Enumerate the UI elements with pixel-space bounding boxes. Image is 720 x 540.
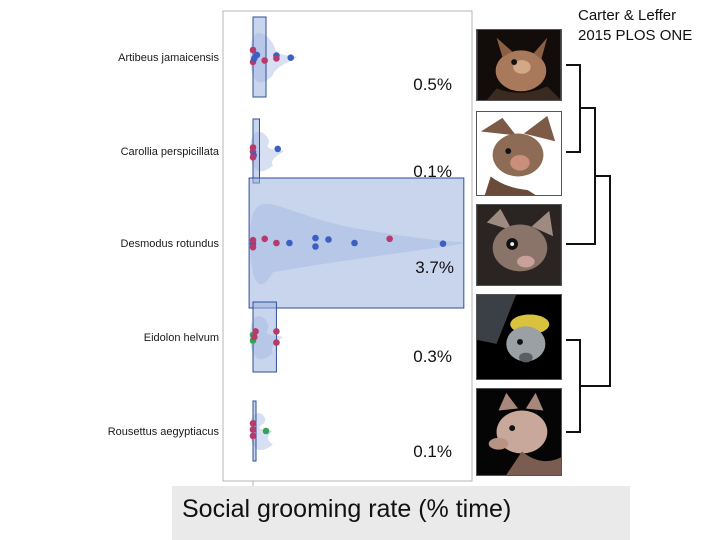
citation: Carter & Leffer 2015 PLOS ONE: [578, 6, 718, 46]
point-desmodus-rotundus-4: [273, 239, 280, 247]
point-desmodus-rotundus-5: [286, 239, 293, 247]
point-artibeus-jamaicensis-3: [253, 51, 261, 59]
x-axis-title: Social grooming rate (% time): [172, 486, 630, 540]
point-artibeus-jamaicensis-6: [273, 55, 280, 62]
point-desmodus-rotundus-2: [249, 243, 257, 251]
mean-label-eidolon: 0.3%: [413, 347, 452, 366]
mean-label-artibeus: 0.5%: [413, 75, 452, 94]
point-eidolon-helvum-5: [273, 339, 280, 346]
point-artibeus-jamaicensis-7: [287, 54, 295, 61]
point-rousettus-aegyptiacus-0: [249, 420, 257, 427]
category-label-eidolon: Eidolon helvum: [144, 332, 219, 344]
category-label-rousettus: Rousettus aegyptiacus: [108, 426, 220, 438]
point-desmodus-rotundus-7: [312, 243, 319, 250]
mean-label-rousettus: 0.1%: [413, 442, 452, 461]
mean-label-carollia: 0.1%: [413, 162, 452, 181]
citation-authors: Carter & Leffer: [578, 7, 677, 24]
bat-photo-carollia: [476, 111, 562, 196]
category-label-artibeus: Artibeus jamaicensis: [118, 52, 219, 64]
point-rousettus-aegyptiacus-3: [262, 427, 270, 435]
point-eidolon-helvum-3: [252, 328, 259, 335]
bat-photo-rousettus: [476, 388, 562, 476]
point-carollia-perspicillata-3: [249, 154, 257, 161]
bat-photo-artibeus: [476, 29, 562, 101]
point-rousettus-aegyptiacus-1: [249, 426, 257, 433]
point-desmodus-rotundus-9: [351, 239, 358, 247]
category-label-carollia: Carollia perspicillata: [121, 146, 220, 158]
phylogeny-tree: [566, 64, 611, 433]
point-layer: [249, 46, 447, 440]
point-desmodus-rotundus-8: [325, 236, 332, 243]
point-desmodus-rotundus-3: [261, 235, 269, 243]
point-desmodus-rotundus-10: [386, 235, 393, 243]
point-artibeus-jamaicensis-4: [261, 57, 269, 64]
point-artibeus-jamaicensis-0: [249, 46, 257, 54]
point-desmodus-rotundus-6: [312, 234, 319, 242]
bat-photo-eidolon: [476, 294, 562, 380]
citation-journal: 2015 PLOS ONE: [578, 27, 693, 44]
point-eidolon-helvum-2: [251, 333, 258, 341]
bat-photo-desmodus: [476, 204, 562, 286]
point-desmodus-rotundus-11: [439, 240, 447, 247]
point-desmodus-rotundus-1: [249, 236, 257, 244]
category-label-desmodus: Desmodus rotundus: [121, 238, 220, 250]
point-carollia-perspicillata-4: [274, 145, 282, 153]
point-eidolon-helvum-4: [273, 328, 280, 335]
box-layer: [248, 16, 465, 462]
mean-label-desmodus: 3.7%: [415, 258, 454, 277]
point-rousettus-aegyptiacus-2: [249, 432, 257, 440]
